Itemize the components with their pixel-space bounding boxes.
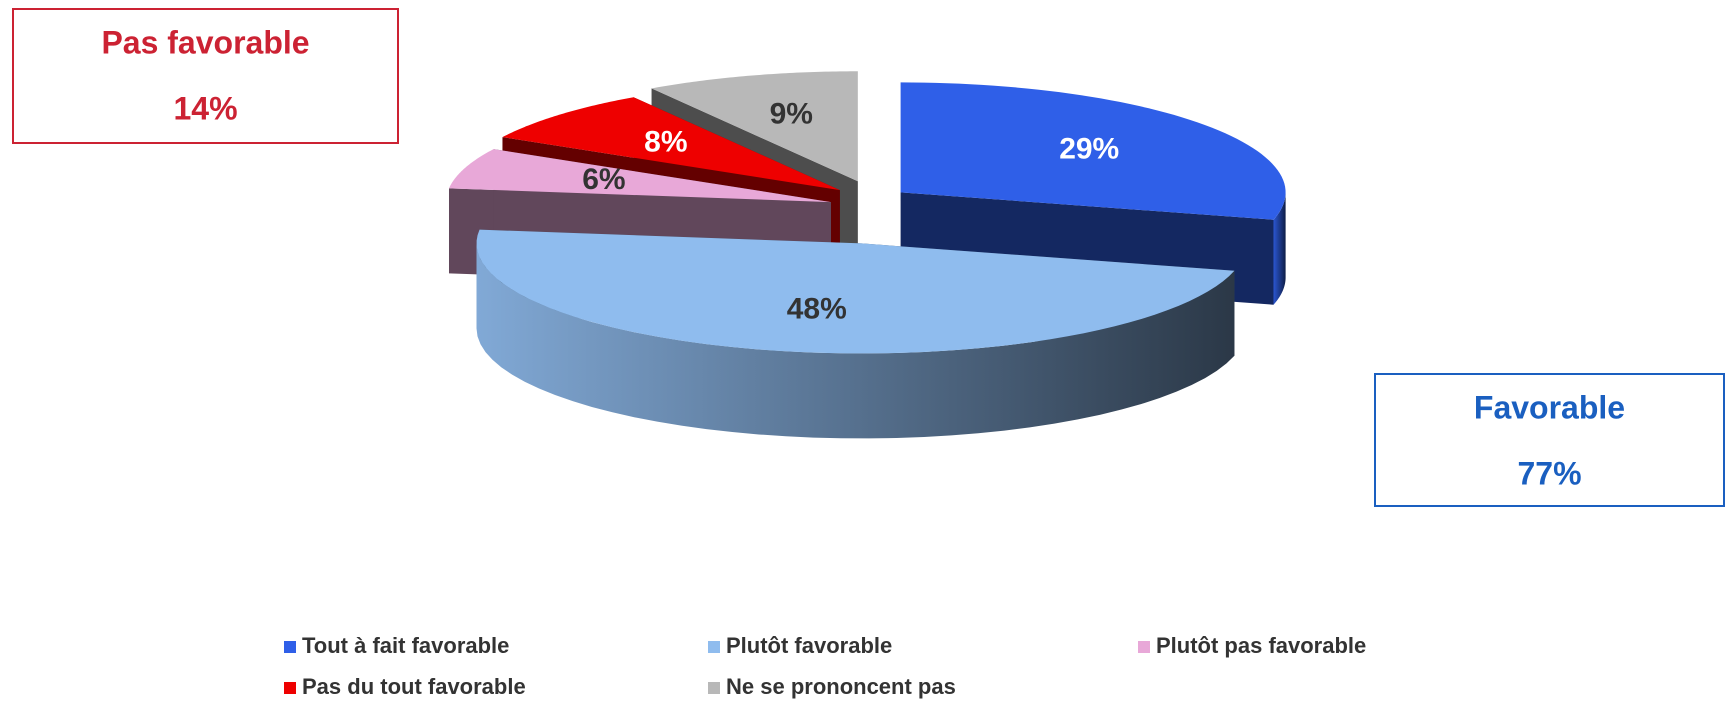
legend-swatch: [708, 682, 720, 694]
slice-wall: [476, 243, 1235, 439]
annotation-value: 14%: [173, 90, 237, 126]
legend-label: Plutôt pas favorable: [1156, 633, 1366, 658]
slice: [651, 71, 858, 182]
data-label: 29%: [1059, 133, 1119, 166]
legend-label: Pas du tout favorable: [302, 674, 526, 699]
legend-label: Tout à fait favorable: [302, 633, 509, 658]
slice: [476, 229, 1235, 354]
annotation-title: Favorable: [1474, 389, 1625, 425]
slice: [502, 97, 840, 191]
annotation-value: 77%: [1517, 455, 1581, 491]
slice: [900, 82, 1286, 220]
data-label: 6%: [582, 163, 625, 196]
annotation-box: [12, 8, 399, 144]
legend-swatch: [708, 641, 720, 653]
annotation-box: [1374, 373, 1725, 507]
legend-swatch: [284, 641, 296, 653]
data-label: 8%: [644, 125, 687, 158]
slice-wall: [1273, 192, 1286, 305]
legend-label: Ne se prononcent pas: [726, 674, 956, 699]
slice-group: 48%: [476, 229, 1235, 439]
legend-swatch: [1138, 641, 1150, 653]
annotation-title: Pas favorable: [101, 24, 309, 60]
legend-label: Plutôt favorable: [726, 633, 892, 658]
data-label: 48%: [787, 292, 847, 325]
data-label: 9%: [770, 98, 813, 131]
slice: [448, 149, 831, 203]
legend-swatch: [284, 682, 296, 694]
